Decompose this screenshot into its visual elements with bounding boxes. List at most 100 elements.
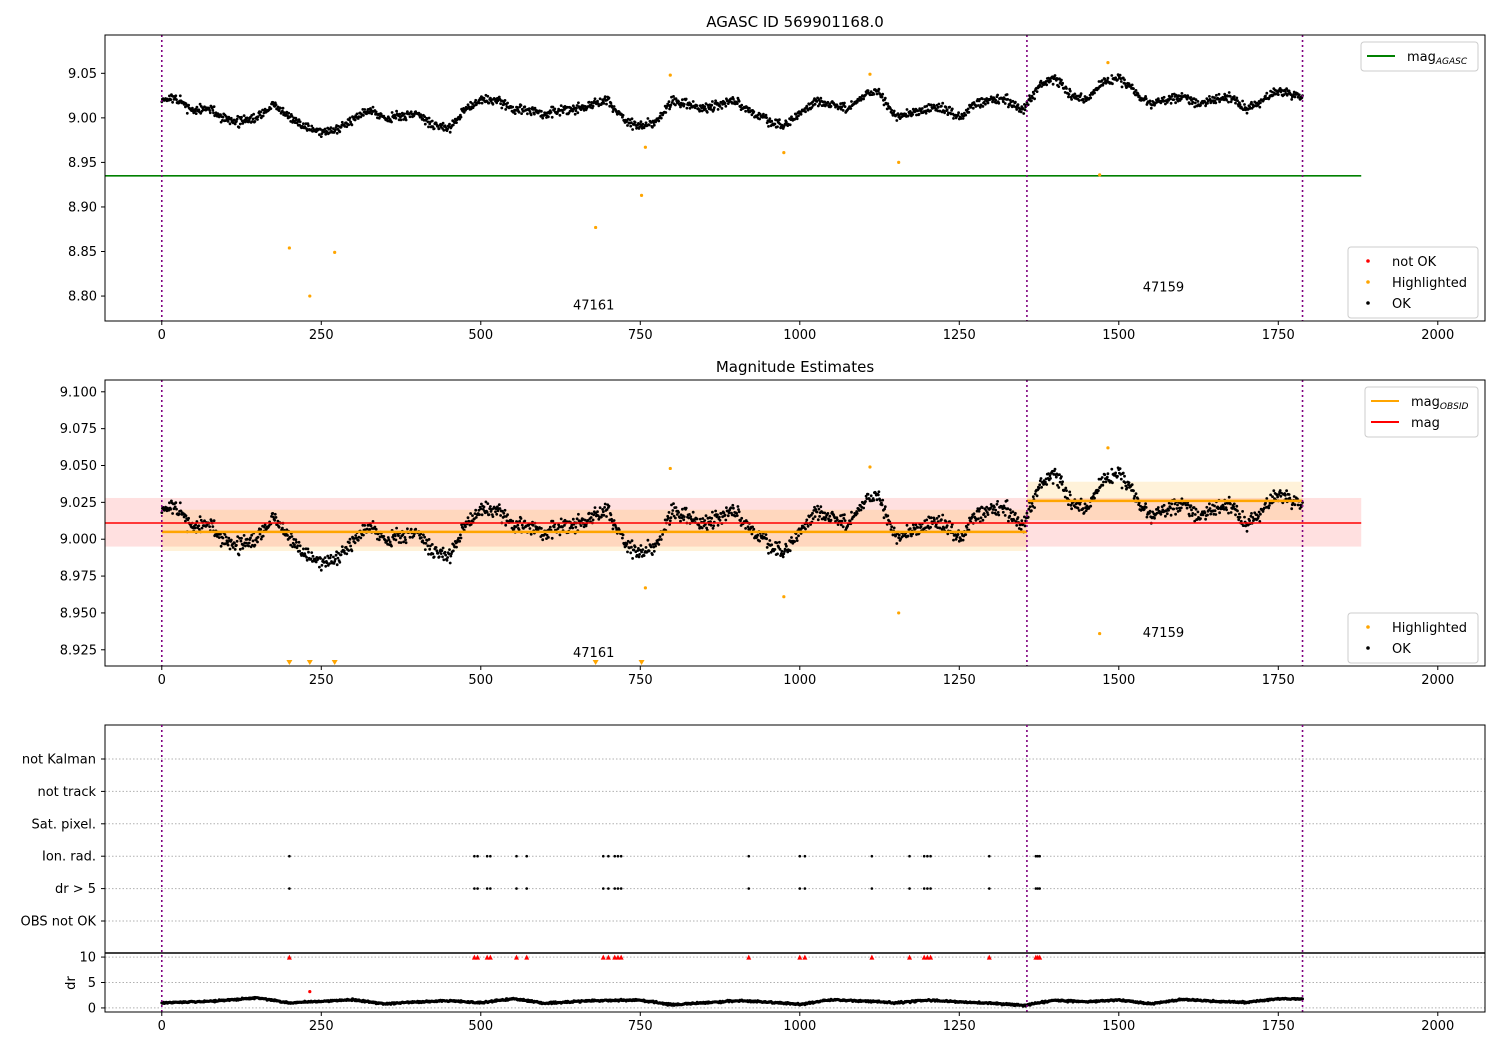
ok-point	[429, 544, 432, 548]
ok-point	[448, 548, 451, 551]
ok-point	[1209, 512, 1213, 516]
ok-point	[651, 125, 654, 129]
ok-point	[768, 117, 772, 121]
ok-point	[258, 113, 262, 117]
ok-point	[917, 112, 921, 116]
ok-point	[630, 117, 634, 121]
ok-point	[233, 122, 237, 126]
ok-point	[430, 543, 434, 546]
ok-point	[695, 104, 699, 107]
ok-point	[482, 96, 486, 100]
dr-axis-label: dr	[64, 976, 79, 990]
ok-point	[895, 542, 899, 545]
ok-point	[448, 130, 452, 134]
ok-point	[404, 541, 408, 545]
ok-point	[1047, 472, 1050, 475]
ok-point	[892, 526, 896, 530]
ok-point	[940, 104, 943, 108]
legend-label-text: mag	[1411, 416, 1440, 431]
ok-point	[1057, 85, 1061, 88]
ok-point	[1162, 503, 1166, 507]
ok-point	[321, 558, 325, 561]
ok-point	[836, 518, 839, 522]
ok-point	[654, 544, 657, 548]
ok-point	[395, 109, 398, 113]
ok-point	[1277, 493, 1281, 496]
ok-point	[1033, 506, 1036, 509]
ok-point	[177, 512, 181, 516]
ok-point	[1053, 74, 1057, 77]
ok-point	[199, 111, 203, 115]
ok-point	[646, 117, 650, 120]
ok-point	[228, 547, 232, 551]
ok-point	[629, 551, 633, 555]
ok-point	[197, 108, 201, 112]
ok-point	[714, 99, 717, 103]
ok-point	[1167, 508, 1170, 512]
ok-point	[210, 519, 213, 523]
ok-point	[630, 539, 634, 543]
ok-point	[672, 502, 675, 505]
ok-point	[991, 511, 994, 515]
ok-point	[765, 546, 769, 549]
obsid-label: 47161	[573, 298, 614, 313]
ok-point	[630, 545, 633, 549]
ok-point	[495, 101, 499, 105]
legend-label: magAGASC	[1407, 50, 1468, 67]
ok-point	[203, 519, 206, 523]
ok-point	[320, 132, 324, 136]
ok-point	[1068, 89, 1072, 93]
ok-point	[981, 105, 985, 108]
ok-point	[1186, 503, 1190, 507]
ok-point	[993, 505, 996, 509]
ok-point	[1014, 100, 1017, 104]
category-label: Sat. pixel.	[32, 817, 96, 832]
ok-point	[211, 525, 215, 528]
ok-point	[1227, 91, 1231, 94]
ok-point	[1028, 96, 1032, 100]
ok-point	[811, 517, 815, 521]
ok-point	[362, 533, 365, 537]
ok-point	[1144, 506, 1148, 509]
ok-point	[486, 502, 490, 505]
ok-point	[1241, 99, 1244, 103]
flag-point	[803, 887, 807, 890]
ok-point	[310, 551, 314, 554]
y-tick-label: 9.000	[60, 533, 97, 548]
ok-point	[185, 111, 189, 115]
ok-point	[795, 536, 798, 540]
ok-point	[732, 97, 735, 101]
ok-point	[735, 511, 738, 515]
ok-point	[1023, 108, 1027, 112]
ok-point	[226, 541, 229, 545]
flag-point	[987, 887, 991, 890]
highlighted-point	[1106, 61, 1110, 65]
ok-point	[571, 517, 575, 521]
ok-point	[1134, 492, 1138, 496]
ok-point	[638, 125, 641, 129]
ok-point	[679, 519, 682, 523]
ok-point	[1083, 502, 1087, 506]
ok-point	[640, 550, 643, 554]
x-tick-label: 750	[628, 673, 653, 688]
ok-point	[1111, 481, 1114, 485]
ok-point	[1051, 82, 1055, 86]
ok-point	[617, 528, 621, 531]
ok-point	[571, 109, 575, 113]
ok-point	[371, 105, 375, 109]
ok-point	[1028, 505, 1032, 509]
legend-label: Highlighted	[1392, 276, 1467, 291]
ok-point	[1123, 78, 1126, 82]
ok-point	[1201, 513, 1205, 517]
ok-point	[290, 535, 294, 538]
ok-point	[872, 498, 876, 502]
ok-point	[297, 118, 301, 122]
ok-point	[824, 516, 828, 519]
ok-point	[1003, 514, 1007, 517]
ok-point	[287, 111, 291, 115]
ok-point	[205, 523, 209, 527]
ok-point	[1101, 483, 1105, 487]
ok-point	[818, 515, 821, 518]
ok-point	[1199, 517, 1202, 520]
ok-point	[1079, 92, 1083, 95]
